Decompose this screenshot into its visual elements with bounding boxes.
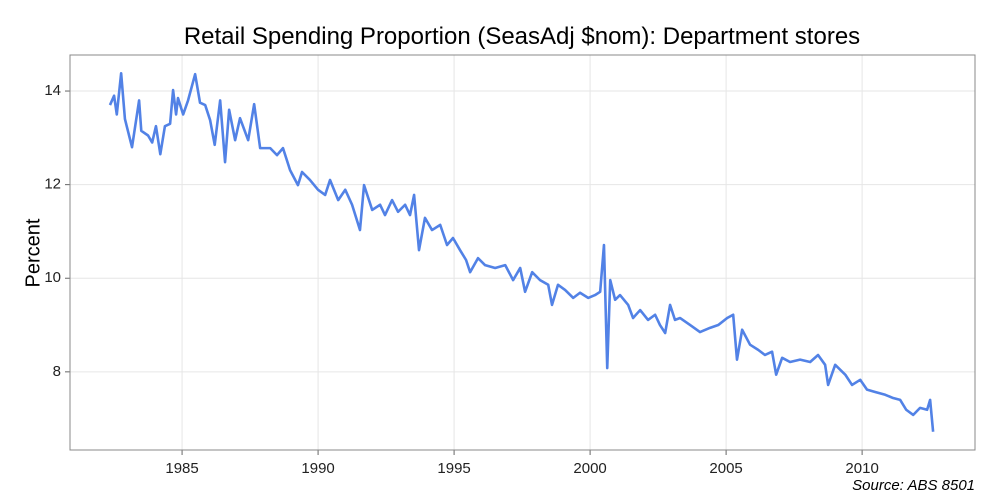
x-tick-label: 1985 xyxy=(165,460,198,477)
x-tick-label: 1990 xyxy=(301,460,334,477)
plot-background xyxy=(70,55,975,450)
x-tick-label: 2005 xyxy=(709,460,742,477)
y-tick-label: 8 xyxy=(53,363,61,380)
x-tick-label: 1995 xyxy=(437,460,470,477)
x-tick-label: 2000 xyxy=(573,460,606,477)
plot-frame xyxy=(69,54,976,451)
y-axis-label: Percent xyxy=(22,218,44,287)
y-tick-label: 12 xyxy=(44,176,61,193)
x-tick-label: 2010 xyxy=(845,460,878,477)
caption: Source: ABS 8501 xyxy=(852,477,975,494)
y-tick-label: 14 xyxy=(44,82,61,99)
data-line xyxy=(108,71,935,432)
y-tick-label: 10 xyxy=(44,269,61,286)
chart-title: Retail Spending Proportion (SeasAdj $nom… xyxy=(184,23,860,50)
